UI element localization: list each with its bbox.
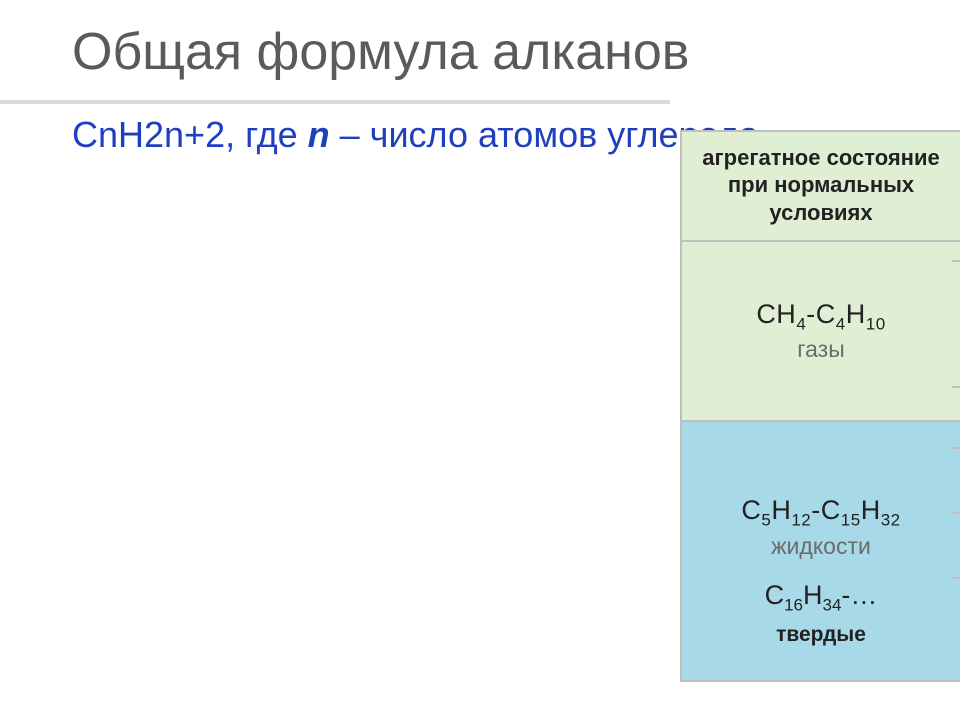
page-title: Общая формула алканов [72, 22, 960, 82]
tick-mark [952, 577, 960, 579]
tick-mark [952, 512, 960, 514]
tick-mark [952, 386, 960, 388]
state-gases: газы [797, 336, 845, 363]
table-header: агрегатное состояние при нормальных усло… [682, 132, 960, 242]
table-header-text: агрегатное состояние при нормальных усло… [692, 144, 950, 227]
tick-mark [952, 447, 960, 449]
range-liquids: C5H12-C15H32 [741, 495, 900, 530]
title-underline [0, 100, 670, 104]
range-gases: CH4-C4H10 [756, 299, 885, 334]
table-row-gases: CH4-C4H10 газы [682, 242, 960, 422]
aggregate-state-table: агрегатное состояние при нормальных усло… [680, 130, 960, 682]
table-row-liquids: C5H12-C15H32 жидкости C16H34-… твердые [682, 422, 960, 682]
tick-mark [952, 260, 960, 262]
formula-prefix: CnH2n+2, где [72, 114, 308, 155]
state-solids: твердые [776, 623, 866, 647]
state-liquids: жидкости [771, 533, 871, 560]
range-solids: C16H34-… [765, 580, 878, 615]
formula-variable-n: n [308, 114, 330, 155]
slide: Общая формула алканов CnH2n+2, где n – ч… [0, 0, 960, 720]
